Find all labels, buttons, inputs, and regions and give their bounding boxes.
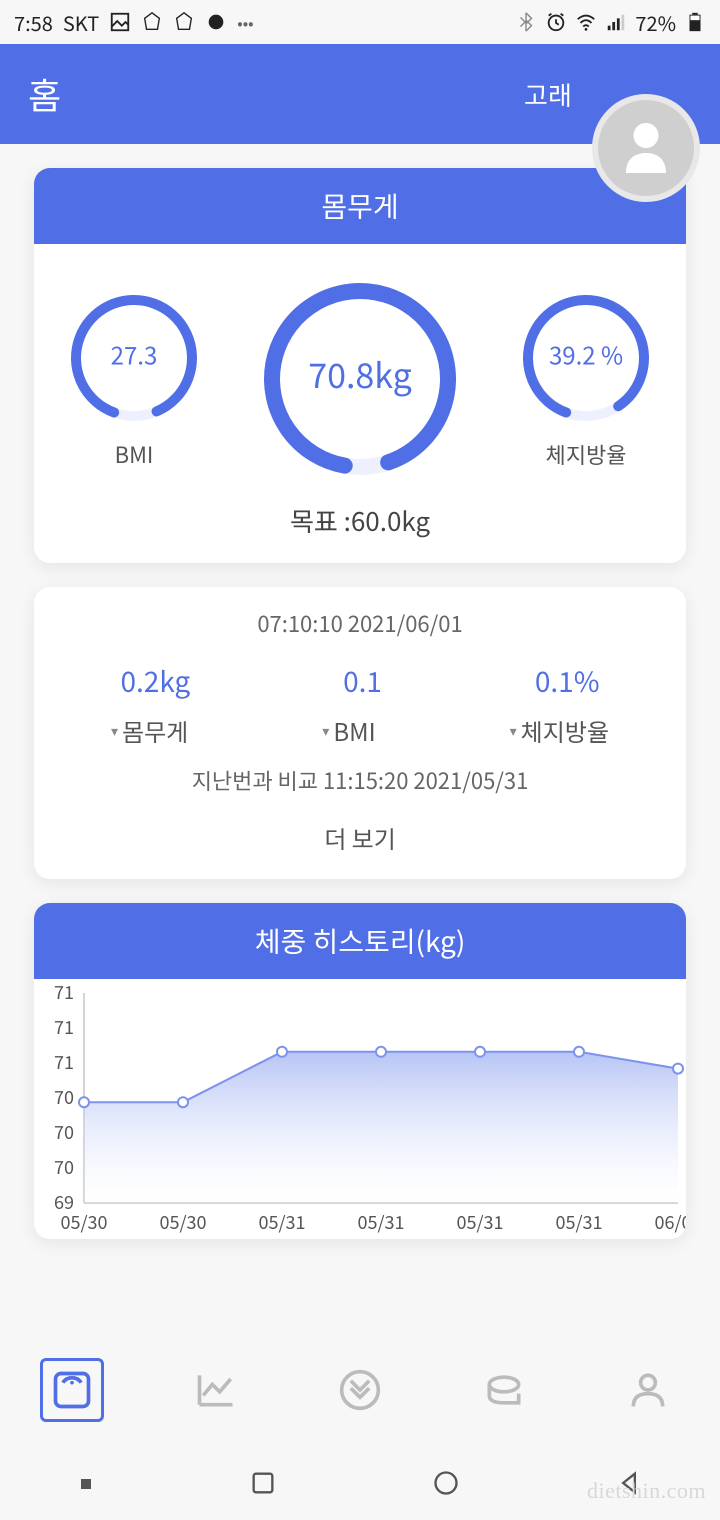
weight-card: 몸무게 27.3 BMI 70.8kg — [34, 168, 686, 563]
history-card: 체중 히스토리(kg) 7171717070706905/3005/3005/3… — [34, 903, 686, 1239]
nav-home-button[interactable] — [432, 1469, 460, 1502]
tab-scale[interactable] — [40, 1358, 104, 1422]
svg-text:05/31: 05/31 — [555, 1209, 602, 1235]
status-badge2-icon — [173, 11, 195, 33]
person-icon — [626, 1368, 670, 1412]
tab-chart[interactable] — [184, 1358, 248, 1422]
status-carrier: SKT — [63, 8, 99, 37]
status-more-icon: ••• — [237, 10, 253, 34]
compare-bodyfat-label[interactable]: ▾체지방율 — [510, 713, 609, 748]
svg-text:05/31: 05/31 — [456, 1209, 503, 1235]
avatar[interactable] — [592, 94, 700, 202]
svg-text:71: 71 — [54, 1049, 74, 1075]
goal-label: 목표 :60.0kg — [34, 494, 686, 563]
compare-bmi-label[interactable]: ▾BMI — [322, 713, 375, 748]
history-card-title: 체중 히스토리(kg) — [34, 903, 686, 979]
page-title: 홈 — [28, 68, 61, 120]
wifi-icon — [575, 11, 597, 33]
tape-icon — [482, 1368, 526, 1412]
svg-text:05/31: 05/31 — [258, 1209, 305, 1235]
signal-icon — [605, 11, 627, 33]
status-badge1-icon — [141, 11, 163, 33]
compare-weight-value: 0.2kg — [120, 661, 190, 701]
svg-text:70: 70 — [54, 1119, 74, 1145]
weight-ring[interactable]: 70.8kg — [255, 274, 465, 484]
system-nav-bar: dietshin.com — [0, 1450, 720, 1520]
weight-history-chart[interactable]: 7171717070706905/3005/3005/3105/3105/310… — [34, 979, 686, 1239]
svg-text:71: 71 — [54, 979, 74, 1005]
compare-weight-label[interactable]: ▾몸무게 — [111, 713, 188, 748]
svg-text:70: 70 — [54, 1084, 74, 1110]
compare-timestamp: 07:10:10 2021/06/01 — [44, 607, 676, 639]
compare-bodyfat-value: 0.1% — [535, 661, 600, 701]
caret-down-icon: ▾ — [111, 721, 118, 741]
caret-down-icon: ▾ — [510, 721, 517, 741]
svg-text:06/01: 06/01 — [654, 1209, 686, 1235]
bmi-ring[interactable]: 27.3 BMI — [64, 288, 204, 470]
compare-bmi-value: 0.1 — [343, 661, 382, 701]
svg-text:71: 71 — [54, 1014, 74, 1040]
tab-profile[interactable] — [616, 1358, 680, 1422]
svg-text:05/30: 05/30 — [159, 1209, 206, 1235]
compare-prev-label: 지난번과 비교 11:15:20 2021/05/31 — [44, 764, 676, 796]
status-dot-icon — [205, 11, 227, 33]
status-bar: 7:58 SKT ••• 72% — [0, 0, 720, 44]
svg-text:05/30: 05/30 — [60, 1209, 107, 1235]
tab-tape[interactable] — [472, 1358, 536, 1422]
weight-value: 70.8kg — [308, 349, 412, 398]
username-label[interactable]: 고래 — [524, 76, 572, 113]
svg-text:05/31: 05/31 — [357, 1209, 404, 1235]
tab-bar — [0, 1340, 720, 1440]
chart-icon — [194, 1368, 238, 1412]
tab-download[interactable] — [328, 1358, 392, 1422]
more-button[interactable]: 더 보기 — [44, 810, 676, 865]
nav-dot-icon — [78, 1473, 94, 1497]
download-circle-icon — [338, 1368, 382, 1412]
bodyfat-label: 체지방율 — [546, 438, 627, 470]
battery-icon — [684, 11, 706, 33]
scale-icon — [50, 1368, 94, 1412]
bmi-label: BMI — [115, 438, 154, 470]
battery-pct: 72% — [635, 8, 676, 37]
bluetooth-icon — [515, 11, 537, 33]
nav-recent-button[interactable] — [249, 1469, 277, 1502]
bodyfat-ring[interactable]: 39.2 % 체지방율 — [516, 288, 656, 470]
alarm-icon — [545, 11, 567, 33]
avatar-silhouette-icon — [616, 118, 676, 178]
compare-card: 07:10:10 2021/06/01 0.2kg 0.1 0.1% ▾몸무게 … — [34, 587, 686, 879]
status-image-icon — [109, 11, 131, 33]
caret-down-icon: ▾ — [322, 721, 329, 741]
svg-text:70: 70 — [54, 1154, 74, 1180]
status-time: 7:58 — [14, 8, 53, 37]
bodyfat-value: 39.2 % — [549, 337, 623, 372]
weight-card-title: 몸무게 — [34, 168, 686, 244]
bmi-value: 27.3 — [111, 337, 158, 372]
watermark: dietshin.com — [587, 1478, 706, 1504]
app-bar: 홈 고래 — [0, 44, 720, 144]
